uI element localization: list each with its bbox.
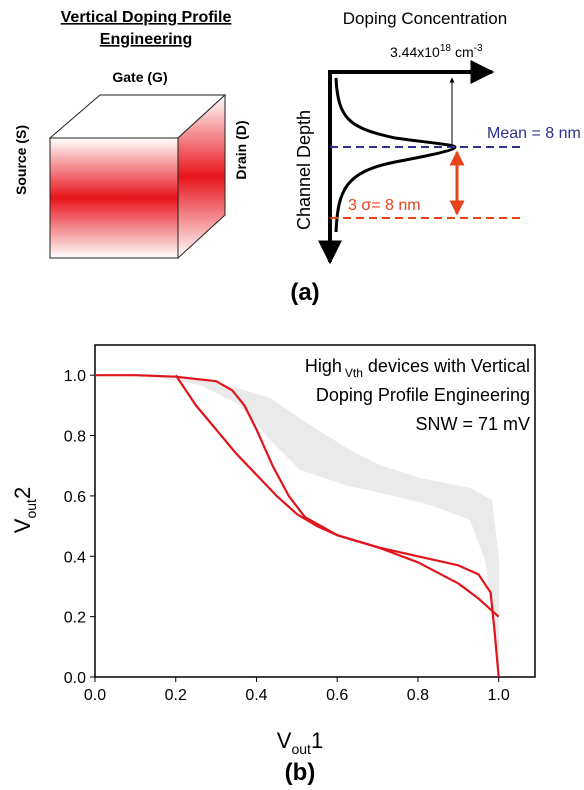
mean-label: Mean = 8 nm [487,125,581,142]
panel-b: 0.0 0.2 0.4 0.6 0.8 1.0 0.0 0.2 0.4 0.6 0.8 1.0 [64,344,536,704]
vtc-curve [95,374,500,678]
annotation: Doping Profile Engineering [316,385,530,405]
annotation-sub: Vth [345,366,363,380]
annotation-text: High [305,356,342,376]
peak-unit-exponent: -3 [474,43,483,54]
profile-title: Doping Concentration [343,9,507,28]
x-label-sub: out [291,741,311,757]
y-axis-label: Vout2 [10,487,39,533]
depth-label: Channel Depth [294,110,314,230]
gate-label: Gate (G) [112,69,167,85]
x-label-suffix: 1 [311,728,323,753]
cube-side [177,93,226,260]
y-label-sub: out [23,499,39,519]
sigma-label: 3 σ= 8 nm [348,197,421,214]
y-tick-label: 0.2 [64,610,86,627]
drain-label: Drain (D) [233,120,249,179]
diagram-title: Engineering [100,31,192,48]
plot-frame [94,344,536,678]
y-tick-label: 0.8 [64,429,86,446]
panel-label: (b) [285,759,316,785]
annotation: SNW = 71 mV [415,414,530,434]
cube-front [49,137,179,259]
diagram-title: Vertical Doping Profile [61,9,232,26]
monte-carlo-cloud [95,374,499,677]
x-tick-label: 0.6 [326,687,348,704]
peak-exponent: 18 [440,43,452,54]
panel-a: Vertical Doping Profile Engineering Gate… [13,9,581,306]
x-tick-label: 0.0 [84,687,106,704]
peak-label: 3.44x1018 cm-3 [390,43,483,60]
x-tick-label: 0.8 [407,687,429,704]
y-label-main: V [10,518,35,533]
peak-unit: cm [455,44,474,60]
y-label-suffix: 2 [10,487,35,499]
panel-label: (a) [290,279,319,306]
vtc-curve [174,374,500,618]
x-label-main: V [277,728,292,753]
annotation-text: devices with Vertical [368,356,530,376]
x-axis-label: Vout1 [277,728,323,757]
peak-mantissa: 3.44x10 [390,44,440,60]
y-tick-label: 0.6 [64,489,86,506]
x-tick-label: 1.0 [488,687,510,704]
x-tick-label: 0.2 [165,687,187,704]
x-tick-label: 0.4 [245,687,267,704]
y-tick-label: 1.0 [64,368,86,385]
source-label: Source (S) [13,125,29,195]
annotation: High Vth devices with Vertical [305,356,530,380]
y-tick-label: 0.0 [64,670,86,687]
y-tick-label: 0.4 [64,549,86,566]
